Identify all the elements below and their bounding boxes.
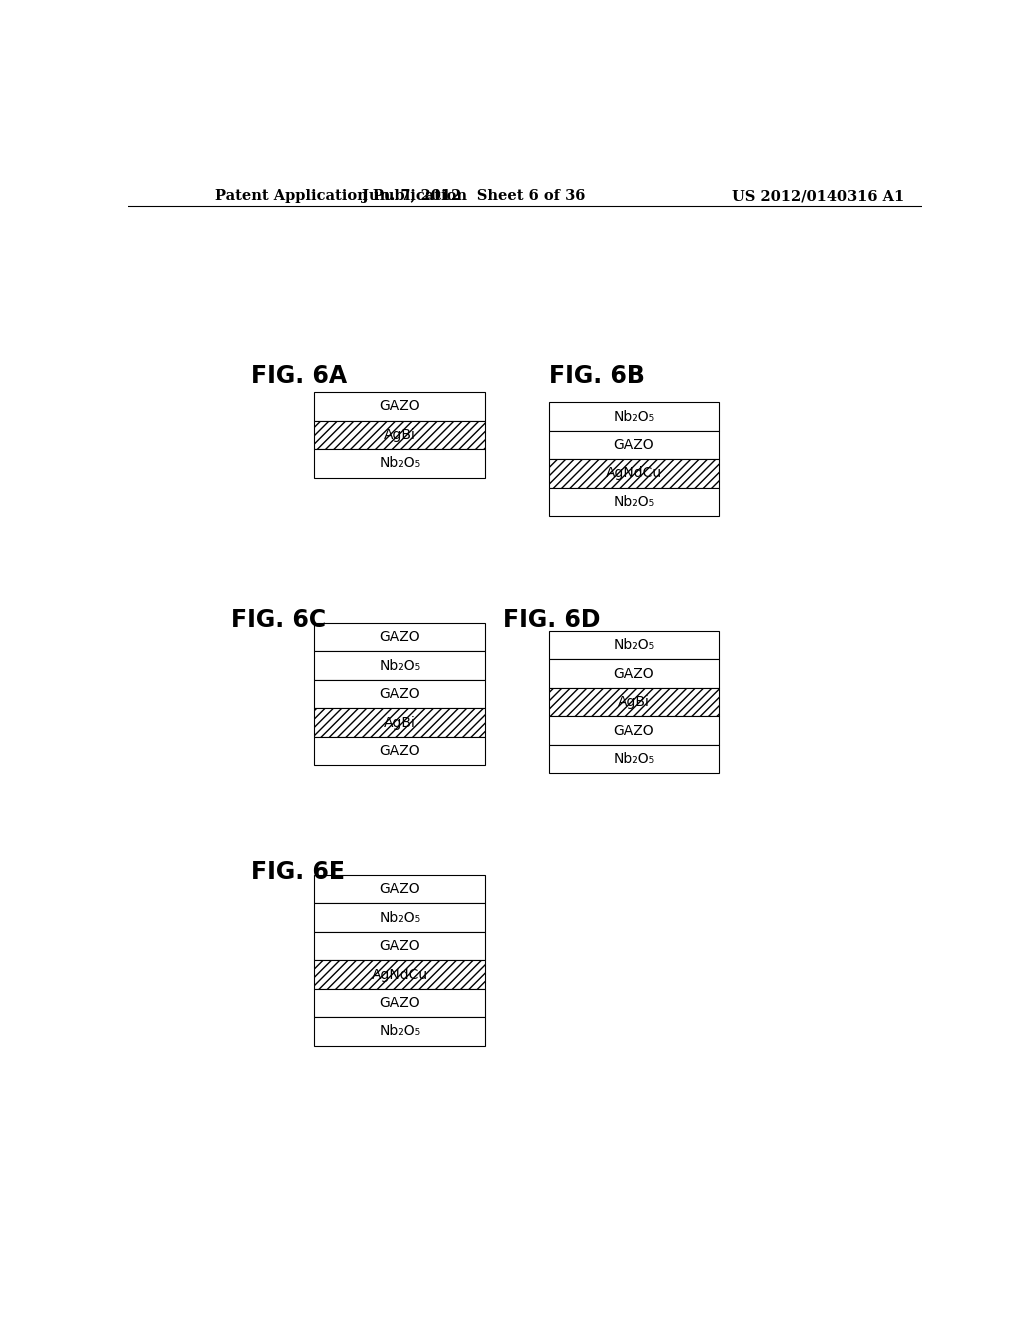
- Text: GAZO: GAZO: [380, 744, 420, 758]
- Bar: [549, 744, 719, 774]
- Text: Nb₂O₅: Nb₂O₅: [613, 639, 654, 652]
- Bar: [314, 651, 485, 680]
- Bar: [314, 623, 485, 651]
- Text: Nb₂O₅: Nb₂O₅: [379, 1024, 421, 1039]
- Text: GAZO: GAZO: [380, 686, 420, 701]
- Bar: [549, 660, 719, 688]
- Text: GAZO: GAZO: [613, 438, 654, 451]
- Bar: [549, 688, 719, 717]
- Bar: [549, 717, 719, 744]
- Bar: [314, 449, 485, 478]
- Text: FIG. 6D: FIG. 6D: [503, 607, 600, 632]
- Bar: [314, 680, 485, 709]
- Text: GAZO: GAZO: [380, 400, 420, 413]
- Text: GAZO: GAZO: [380, 630, 420, 644]
- Bar: [314, 903, 485, 932]
- Text: AgBi: AgBi: [384, 715, 416, 730]
- Text: US 2012/0140316 A1: US 2012/0140316 A1: [732, 189, 904, 203]
- Text: Nb₂O₅: Nb₂O₅: [613, 495, 654, 510]
- Bar: [314, 392, 485, 421]
- Text: Nb₂O₅: Nb₂O₅: [613, 409, 654, 424]
- Bar: [314, 989, 485, 1018]
- Bar: [314, 875, 485, 903]
- Text: Nb₂O₅: Nb₂O₅: [379, 911, 421, 924]
- Bar: [314, 932, 485, 961]
- Text: Patent Application Publication: Patent Application Publication: [215, 189, 467, 203]
- Bar: [549, 631, 719, 660]
- Bar: [314, 737, 485, 766]
- Text: AgNdCu: AgNdCu: [606, 466, 662, 480]
- Text: AgBi: AgBi: [384, 428, 416, 442]
- Text: GAZO: GAZO: [380, 939, 420, 953]
- Bar: [549, 430, 719, 459]
- Text: Nb₂O₅: Nb₂O₅: [379, 457, 421, 470]
- Text: AgBi: AgBi: [617, 696, 650, 709]
- Text: AgNdCu: AgNdCu: [372, 968, 428, 982]
- Bar: [314, 421, 485, 449]
- Text: FIG. 6B: FIG. 6B: [549, 364, 644, 388]
- Bar: [314, 709, 485, 737]
- Text: FIG. 6A: FIG. 6A: [251, 364, 347, 388]
- Bar: [549, 487, 719, 516]
- Text: Nb₂O₅: Nb₂O₅: [613, 752, 654, 766]
- Text: GAZO: GAZO: [380, 882, 420, 896]
- Text: GAZO: GAZO: [613, 667, 654, 681]
- Text: Jun. 7, 2012   Sheet 6 of 36: Jun. 7, 2012 Sheet 6 of 36: [361, 189, 585, 203]
- Bar: [549, 403, 719, 430]
- Bar: [314, 1018, 485, 1045]
- Text: Nb₂O₅: Nb₂O₅: [379, 659, 421, 673]
- Text: GAZO: GAZO: [613, 723, 654, 738]
- Text: FIG. 6E: FIG. 6E: [251, 859, 345, 883]
- Bar: [549, 459, 719, 487]
- Bar: [314, 961, 485, 989]
- Text: FIG. 6C: FIG. 6C: [231, 607, 327, 632]
- Text: GAZO: GAZO: [380, 997, 420, 1010]
